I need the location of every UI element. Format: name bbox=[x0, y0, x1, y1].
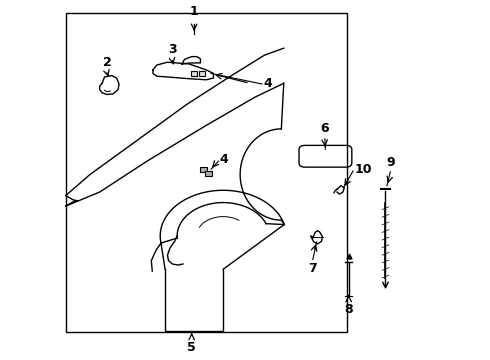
Text: 2: 2 bbox=[102, 55, 111, 68]
Bar bbox=[205, 171, 212, 176]
Text: 9: 9 bbox=[386, 156, 394, 169]
Bar bbox=[191, 71, 197, 76]
Text: 10: 10 bbox=[354, 163, 372, 176]
Text: 5: 5 bbox=[187, 341, 196, 354]
Bar bbox=[199, 71, 205, 76]
Text: 4: 4 bbox=[220, 153, 228, 166]
Text: 7: 7 bbox=[308, 262, 317, 275]
Text: 6: 6 bbox=[320, 122, 329, 135]
Text: 8: 8 bbox=[344, 303, 353, 316]
Bar bbox=[200, 167, 207, 172]
Text: 3: 3 bbox=[168, 43, 177, 56]
Bar bbox=[66, 13, 347, 332]
Text: 1: 1 bbox=[190, 5, 198, 18]
Text: 4: 4 bbox=[264, 77, 272, 90]
